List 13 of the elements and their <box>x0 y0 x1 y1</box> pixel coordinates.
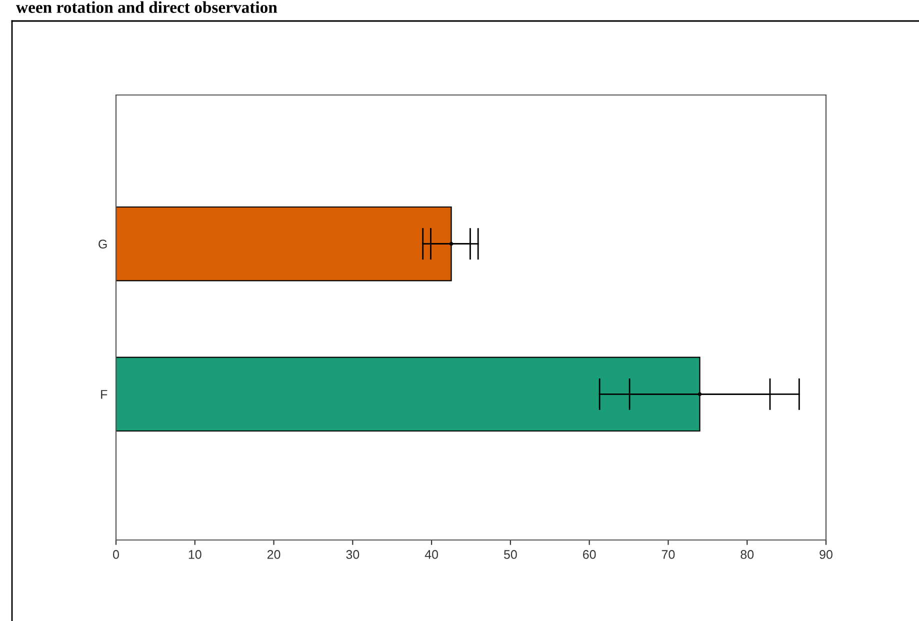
x-tick-label: 70 <box>662 550 675 559</box>
y-tick-label: F <box>101 390 108 399</box>
x-tick-label: 30 <box>346 550 360 559</box>
x-tick-label: 0 <box>113 550 119 559</box>
y-tick-label: G <box>98 240 107 248</box>
x-tick-label: 90 <box>820 550 832 559</box>
chart-title: ween rotation and direct observation <box>16 1 278 13</box>
x-tick-label: 10 <box>188 550 202 559</box>
x-tick-label: 50 <box>504 550 517 559</box>
x-tick-label: 40 <box>424 550 438 559</box>
x-tick-label: 20 <box>267 550 280 559</box>
x-tick-label: 60 <box>583 550 596 559</box>
x-tick-label: 80 <box>740 550 754 559</box>
